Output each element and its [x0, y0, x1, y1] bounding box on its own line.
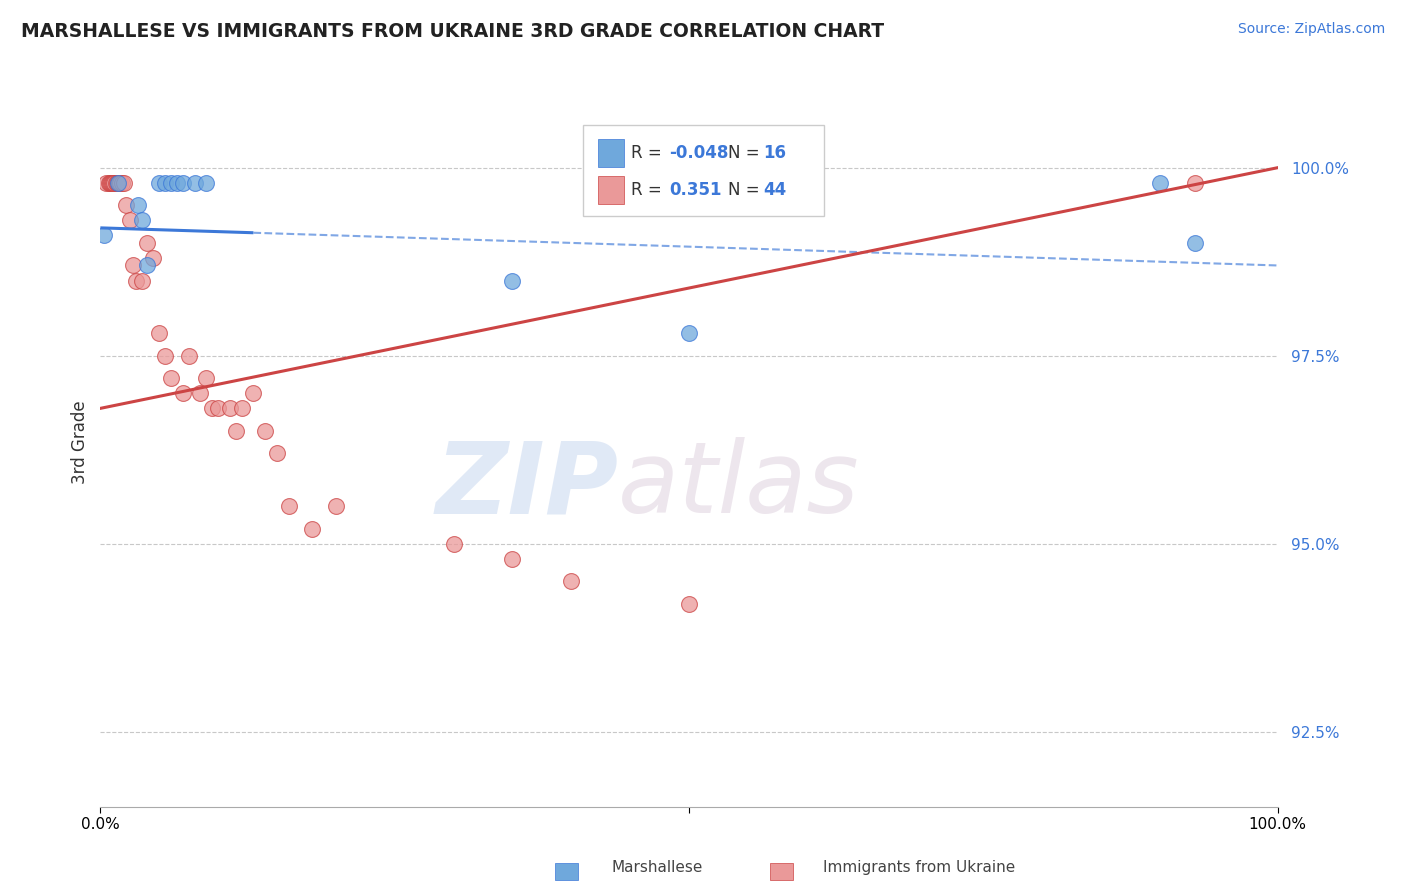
- Point: [301, 522, 323, 536]
- Point: [195, 176, 218, 190]
- Point: [190, 386, 212, 401]
- Text: N =: N =: [728, 181, 765, 199]
- Point: [118, 213, 141, 227]
- Point: [103, 176, 125, 190]
- Point: [443, 537, 465, 551]
- Text: N =: N =: [728, 145, 765, 162]
- Point: [131, 213, 153, 227]
- Point: [153, 349, 176, 363]
- Point: [501, 551, 523, 566]
- Point: [172, 176, 194, 190]
- Point: [172, 386, 194, 401]
- Point: [100, 176, 122, 190]
- Point: [560, 574, 582, 589]
- Point: [160, 371, 183, 385]
- Text: MARSHALLESE VS IMMIGRANTS FROM UKRAINE 3RD GRADE CORRELATION CHART: MARSHALLESE VS IMMIGRANTS FROM UKRAINE 3…: [21, 22, 884, 41]
- Point: [127, 198, 149, 212]
- Point: [1184, 235, 1206, 250]
- Point: [160, 176, 183, 190]
- Point: [136, 235, 159, 250]
- Point: [325, 499, 347, 513]
- Point: [115, 198, 138, 212]
- Point: [277, 499, 299, 513]
- Point: [107, 176, 129, 190]
- Text: 0.351: 0.351: [669, 181, 721, 199]
- Point: [242, 386, 264, 401]
- Text: 16: 16: [763, 145, 786, 162]
- Point: [110, 176, 132, 190]
- Point: [201, 401, 224, 416]
- Y-axis label: 3rd Grade: 3rd Grade: [72, 401, 89, 484]
- Point: [98, 176, 121, 190]
- Point: [136, 259, 159, 273]
- Point: [142, 251, 165, 265]
- FancyBboxPatch shape: [583, 125, 824, 216]
- Text: -0.048: -0.048: [669, 145, 728, 162]
- Point: [166, 176, 188, 190]
- Point: [177, 349, 200, 363]
- Point: [501, 273, 523, 287]
- Point: [195, 371, 218, 385]
- Point: [678, 597, 700, 611]
- Point: [107, 176, 129, 190]
- Point: [110, 176, 132, 190]
- Point: [122, 259, 145, 273]
- Point: [93, 228, 115, 243]
- Point: [148, 326, 170, 340]
- Point: [131, 273, 153, 287]
- FancyBboxPatch shape: [599, 176, 624, 203]
- Point: [101, 176, 124, 190]
- Point: [207, 401, 229, 416]
- Text: 44: 44: [763, 181, 786, 199]
- Point: [183, 176, 205, 190]
- Text: Immigrants from Ukraine: Immigrants from Ukraine: [823, 861, 1015, 875]
- Text: R =: R =: [631, 145, 668, 162]
- Point: [124, 273, 146, 287]
- Point: [112, 176, 135, 190]
- Point: [266, 446, 288, 460]
- Text: Source: ZipAtlas.com: Source: ZipAtlas.com: [1237, 22, 1385, 37]
- Point: [1184, 176, 1206, 190]
- Point: [103, 176, 125, 190]
- Text: atlas: atlas: [619, 437, 860, 534]
- Point: [97, 176, 120, 190]
- Text: R =: R =: [631, 181, 668, 199]
- Point: [108, 176, 131, 190]
- Point: [105, 176, 128, 190]
- FancyBboxPatch shape: [599, 139, 624, 167]
- Point: [1149, 176, 1171, 190]
- Point: [254, 424, 277, 438]
- Text: Marshallese: Marshallese: [612, 861, 703, 875]
- Point: [104, 176, 127, 190]
- Point: [231, 401, 253, 416]
- Point: [153, 176, 176, 190]
- Text: ZIP: ZIP: [436, 437, 619, 534]
- Point: [225, 424, 247, 438]
- Point: [218, 401, 240, 416]
- Point: [678, 326, 700, 340]
- Point: [96, 176, 118, 190]
- Point: [148, 176, 170, 190]
